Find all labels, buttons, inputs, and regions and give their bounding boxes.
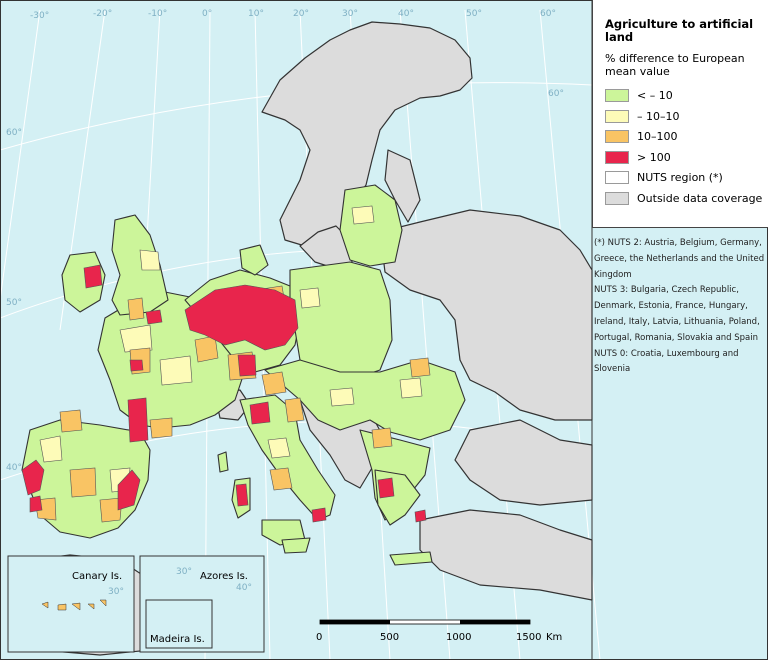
regions-neutral: [39, 205, 423, 493]
lon-label: -20°: [93, 9, 112, 19]
canary-label: Canary Is.: [72, 571, 122, 582]
legend-item: < – 10: [605, 88, 768, 103]
notes: (*) NUTS 2: Austria, Belgium, Germany, G…: [594, 236, 766, 378]
legend-swatch: [605, 89, 629, 102]
lon-label: -10°: [148, 9, 167, 19]
lat-label: 40°: [6, 463, 22, 473]
legend-label: 10–100: [637, 130, 678, 143]
legend-label: Outside data coverage: [637, 191, 763, 205]
legend-subtitle: % difference to European mean value: [605, 52, 745, 78]
lat-label: 60°: [6, 128, 22, 138]
lon-label: 60°: [540, 9, 556, 19]
lon-label: 40°: [398, 9, 414, 19]
legend-swatch: [605, 130, 629, 143]
scale-tick: 0: [316, 632, 322, 643]
inset-lat-label: 30°: [108, 587, 124, 597]
inset-madeira: Madeira Is.: [145, 599, 213, 649]
lon-label: 20°: [293, 9, 309, 19]
legend-item: 10–100: [605, 129, 768, 144]
scale-tick: 500: [380, 632, 399, 643]
scale-unit: Km: [546, 632, 562, 643]
note-nuts3: NUTS 3: Bulgaria, Czech Republic, Denmar…: [594, 285, 760, 343]
note-nuts2: (*) NUTS 2: Austria, Belgium, Germany, G…: [594, 238, 765, 280]
legend: Agriculture to artificial land % differe…: [592, 0, 768, 228]
legend-item: > 100: [605, 150, 768, 165]
outside-coverage-land: [14, 21, 593, 656]
legend-item: NUTS region (*): [605, 170, 768, 185]
legend-label: > 100: [637, 150, 671, 164]
lon-label: 30°: [342, 9, 358, 19]
madeira-label: Madeira Is.: [150, 634, 205, 645]
inset-lon-label: 40°: [236, 583, 252, 593]
scale-tick: 1000: [446, 632, 471, 643]
legend-swatch: [605, 109, 629, 123]
legend-label: < – 10: [637, 89, 673, 102]
lon-label: 50°: [466, 9, 482, 19]
note-nuts0: NUTS 0: Croatia, Luxembourg and Slovenia: [594, 348, 739, 375]
legend-swatch: [605, 171, 629, 184]
legend-swatch: [605, 191, 629, 205]
scale-bar: 0 500 1000 1500 Km: [316, 619, 562, 643]
legend-swatch: [605, 150, 629, 164]
lat-label: 50°: [6, 298, 22, 308]
lon-label: 0°: [202, 9, 212, 19]
legend-label: NUTS region (*): [637, 171, 723, 184]
lat-label: 60°: [548, 89, 564, 99]
legend-item: Outside data coverage: [605, 191, 768, 206]
azores-label: Azores Is.: [200, 571, 248, 582]
inset-lat-label: 30°: [176, 567, 192, 577]
lon-label: 10°: [248, 9, 264, 19]
scale-tick: 1500: [516, 632, 541, 643]
legend-label: – 10–10: [637, 109, 680, 123]
regions-high: [21, 264, 427, 523]
legend-title: Agriculture to artificial land: [605, 17, 754, 44]
legend-item: – 10–10: [605, 109, 768, 124]
inset-canary: Canary Is. 30°: [7, 555, 135, 653]
lon-label: -30°: [30, 11, 49, 21]
